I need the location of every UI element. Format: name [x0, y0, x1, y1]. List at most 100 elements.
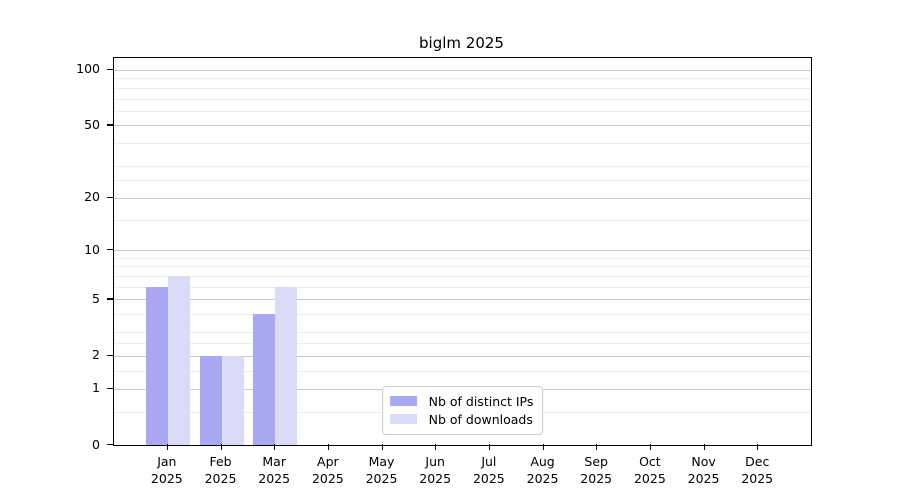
legend-swatch-downloads-icon — [389, 414, 417, 424]
x-tick-label: Dec 2025 — [741, 454, 774, 486]
legend-label-downloads: Nb of downloads — [428, 411, 533, 427]
x-tick-label: Apr 2025 — [311, 454, 344, 486]
legend-item-downloads: Nb of downloads — [389, 410, 534, 428]
legend-item-distinct-ips: Nb of distinct IPs — [389, 392, 534, 410]
gridline-minor — [114, 276, 811, 277]
bar-group-mar — [248, 58, 302, 445]
x-slot-nov: Nov 2025 — [677, 444, 731, 500]
x-tick-mark — [435, 444, 437, 450]
y-tick-mark — [107, 68, 113, 71]
gridline-major — [114, 250, 811, 252]
bar-group-dec — [731, 58, 785, 445]
gridline-minor — [114, 219, 811, 221]
y-tick-mark — [107, 196, 113, 198]
x-tick-mark — [488, 444, 491, 450]
y-tick-label: 0 — [92, 436, 100, 452]
gridline-minor — [114, 98, 811, 100]
x-tick-label: Aug 2025 — [526, 454, 559, 486]
x-tick-label: Feb 2025 — [204, 454, 237, 486]
y-tick-label: 100 — [76, 61, 100, 77]
y-tick-mark — [107, 387, 113, 389]
plot-area: Nb of distinct IPs Nb of downloads — [113, 57, 812, 446]
x-slot-sep: Sep 2025 — [569, 444, 623, 500]
gridline-minor — [114, 180, 811, 182]
bar-jan-downloads — [167, 276, 190, 445]
x-tick-mark — [327, 444, 330, 450]
chart-title: biglm 2025 — [419, 34, 504, 52]
x-slot-apr: Apr 2025 — [301, 444, 355, 500]
gridline-minor — [114, 286, 811, 288]
x-tick-label: Jul 2025 — [472, 454, 505, 486]
bar-group-oct — [624, 58, 678, 445]
x-tick-mark — [542, 444, 544, 450]
y-tick-mark — [107, 249, 113, 251]
bar-group-feb — [195, 58, 249, 445]
y-tick-label: 2 — [92, 347, 100, 363]
x-tick-label: Sep 2025 — [580, 454, 613, 486]
bar-feb-downloads — [221, 355, 244, 445]
legend: Nb of distinct IPs Nb of downloads — [381, 386, 544, 435]
y-tick-label: 10 — [84, 241, 100, 257]
gridline-minor — [114, 314, 811, 316]
x-tick-mark — [757, 444, 759, 450]
x-slot-aug: Aug 2025 — [516, 444, 570, 500]
y-tick-label: 1 — [92, 380, 100, 396]
gridline-major — [114, 355, 811, 357]
x-slot-feb: Feb 2025 — [194, 444, 248, 500]
gridline-major — [114, 125, 811, 127]
x-tick-label: Oct 2025 — [633, 454, 666, 486]
gridline-minor — [114, 343, 811, 345]
x-tick-mark — [274, 444, 276, 450]
bar-group-sep — [570, 58, 624, 445]
y-tick-label: 20 — [84, 189, 100, 205]
x-slot-jan: Jan 2025 — [140, 444, 194, 500]
x-slot-jun: Jun 2025 — [408, 444, 462, 500]
bar-jan-distinct-ips — [145, 286, 168, 445]
gridline-major — [114, 299, 811, 301]
gridline-minor — [114, 370, 811, 372]
bar-mar-downloads — [275, 286, 298, 445]
x-tick-mark — [381, 444, 383, 450]
gridline-minor — [114, 87, 811, 89]
y-tick-mark — [107, 298, 113, 300]
gridline-minor — [114, 78, 811, 80]
x-slot-jul: Jul 2025 — [462, 444, 516, 500]
gridline-major — [114, 69, 811, 71]
x-tick-label: Mar 2025 — [258, 454, 291, 486]
y-axis: 0 1 2 5 10 20 50 100 — [0, 57, 113, 451]
x-axis: Jan 2025 Feb 2025 Mar 2025 Apr 2025 May 2025 Jun 20… — [113, 444, 810, 500]
x-slot-mar: Mar 2025 — [247, 444, 301, 500]
x-slot-may: May 2025 — [355, 444, 409, 500]
legend-label-distinct-ips: Nb of distinct IPs — [428, 393, 534, 409]
y-tick-mark — [107, 354, 113, 356]
x-tick-label: Nov 2025 — [687, 454, 720, 486]
x-tick-label: Jan 2025 — [150, 454, 183, 486]
bar-group-nov — [678, 58, 732, 445]
x-tick-mark — [649, 444, 652, 450]
bar-group-apr — [302, 58, 356, 445]
bar-feb-distinct-ips — [199, 355, 222, 445]
gridline-minor — [114, 332, 811, 334]
y-tick-mark — [107, 124, 113, 126]
legend-swatch-distinct-ips-icon — [389, 396, 417, 406]
x-tick-mark — [220, 444, 222, 450]
y-tick-mark — [107, 444, 113, 446]
x-tick-mark — [596, 444, 598, 450]
x-tick-label: May 2025 — [365, 454, 398, 486]
gridline-minor — [114, 165, 811, 167]
x-tick-mark — [703, 444, 705, 450]
x-slot-oct: Oct 2025 — [623, 444, 677, 500]
bars-layer — [141, 58, 785, 445]
x-slot-dec: Dec 2025 — [730, 444, 784, 500]
gridline-minor — [114, 143, 811, 145]
gridline-minor — [114, 257, 811, 259]
y-tick-label: 50 — [84, 116, 100, 132]
bar-mar-distinct-ips — [253, 314, 276, 445]
gridline-major — [114, 197, 811, 199]
x-tick-label: Jun 2025 — [419, 454, 452, 486]
gridline-minor — [114, 110, 811, 112]
bar-group-jan — [141, 58, 195, 445]
gridline-minor — [114, 266, 811, 268]
x-tick-mark — [166, 444, 169, 450]
